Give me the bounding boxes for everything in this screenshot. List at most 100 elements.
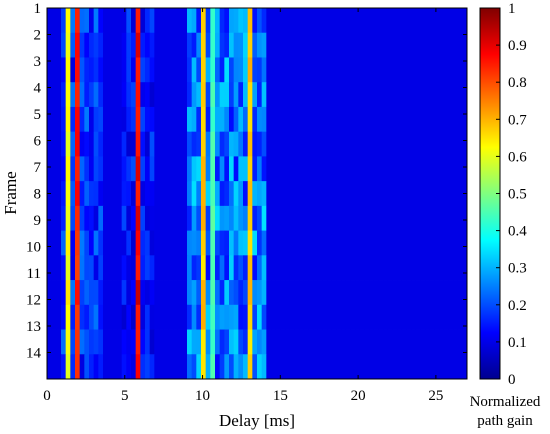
heatmap-cell xyxy=(79,57,85,83)
heatmap-cell xyxy=(163,181,169,207)
heatmap-cell xyxy=(103,354,109,380)
heatmap-cell xyxy=(205,181,211,207)
heatmap-cell xyxy=(75,57,81,83)
heatmap-cell xyxy=(336,280,342,306)
heatmap-cell xyxy=(140,230,146,256)
heatmap-cell xyxy=(201,304,207,330)
heatmap-cell xyxy=(355,230,361,256)
heatmap-cell xyxy=(177,156,183,182)
colorbar-tick-label: 0.4 xyxy=(508,224,527,240)
heatmap-cell xyxy=(462,205,468,231)
heatmap-cell xyxy=(159,255,165,281)
heatmap-cell xyxy=(387,156,393,182)
y-tick-label: 14 xyxy=(26,346,42,362)
colorbar-tick-label: 1 xyxy=(508,1,516,17)
heatmap-cell xyxy=(289,230,295,256)
heatmap-cell xyxy=(331,106,337,133)
heatmap-cell xyxy=(173,304,179,330)
heatmap-cell xyxy=(233,181,239,207)
heatmap-cell xyxy=(224,156,230,182)
heatmap-cell xyxy=(159,205,165,231)
heatmap-cell xyxy=(359,354,365,380)
heatmap-cell xyxy=(163,255,169,281)
heatmap-cell xyxy=(51,8,57,34)
heatmap-cell xyxy=(355,354,361,380)
heatmap-cell xyxy=(448,329,454,355)
heatmap-cell xyxy=(439,181,445,207)
heatmap-cell xyxy=(243,131,249,157)
heatmap-cell xyxy=(89,156,95,182)
heatmap-cell xyxy=(126,354,132,380)
heatmap-cell xyxy=(350,230,356,256)
heatmap-cell xyxy=(392,329,398,355)
heatmap-cell xyxy=(79,304,85,330)
heatmap-cell xyxy=(93,304,99,330)
heatmap-cell xyxy=(294,106,300,133)
heatmap-cell xyxy=(93,329,99,355)
heatmap-cell xyxy=(107,329,113,355)
heatmap-cell xyxy=(56,280,62,306)
heatmap-cell xyxy=(229,8,235,34)
heatmap-cell xyxy=(103,280,109,306)
heatmap-cell xyxy=(75,205,81,231)
heatmap-cell xyxy=(275,280,281,306)
heatmap-cell xyxy=(224,230,230,256)
heatmap-cell xyxy=(238,32,244,58)
heatmap-cell xyxy=(243,304,249,330)
heatmap-cell xyxy=(411,230,417,256)
heatmap-cell xyxy=(140,181,146,207)
heatmap-cell xyxy=(373,304,379,330)
heatmap-cell xyxy=(177,255,183,281)
heatmap-cell xyxy=(373,57,379,83)
heatmap-cell xyxy=(229,280,235,306)
heatmap-cell xyxy=(205,156,211,182)
heatmap-cell xyxy=(266,8,272,34)
heatmap-cell xyxy=(145,8,151,34)
heatmap-cell xyxy=(294,57,300,83)
heatmap-cell xyxy=(112,280,118,306)
heatmap-cell xyxy=(201,131,207,157)
heatmap-cell xyxy=(401,156,407,182)
heatmap-cell xyxy=(299,106,305,133)
heatmap-cell xyxy=(303,32,309,58)
heatmap-cell xyxy=(47,280,53,306)
heatmap-cell xyxy=(93,82,99,108)
heatmap-cell xyxy=(159,106,165,133)
heatmap-cell xyxy=(462,82,468,108)
heatmap-cell xyxy=(247,156,253,182)
y-tick-label: 10 xyxy=(26,240,41,256)
heatmap-cell xyxy=(448,8,454,34)
heatmap-cell xyxy=(401,329,407,355)
heatmap-cell xyxy=(191,181,197,207)
heatmap-cell xyxy=(182,255,188,281)
heatmap-cell xyxy=(93,181,99,207)
heatmap-cell xyxy=(453,32,459,58)
heatmap-cell xyxy=(98,280,104,306)
heatmap-cell xyxy=(89,205,95,231)
heatmap-cell xyxy=(336,8,342,34)
heatmap-cell xyxy=(303,131,309,157)
heatmap-cell xyxy=(345,131,351,157)
heatmap-cell xyxy=(75,8,81,34)
heatmap-cell xyxy=(313,280,319,306)
heatmap-cell xyxy=(224,82,230,108)
heatmap-cell xyxy=(247,106,253,133)
heatmap-cell xyxy=(135,304,141,330)
heatmap-cell xyxy=(359,280,365,306)
heatmap-cell xyxy=(415,329,421,355)
heatmap-cell xyxy=(191,230,197,256)
heatmap-cell xyxy=(317,131,323,157)
heatmap-cell xyxy=(383,280,389,306)
heatmap-cell xyxy=(47,354,53,380)
heatmap-cell xyxy=(285,106,291,133)
heatmap-cell xyxy=(266,205,272,231)
heatmap-cell xyxy=(191,205,197,231)
heatmap-cell xyxy=(439,131,445,157)
heatmap-cell xyxy=(345,304,351,330)
heatmap-cell xyxy=(215,57,221,83)
heatmap-cell xyxy=(70,354,76,380)
heatmap-cell xyxy=(196,131,202,157)
heatmap-cell xyxy=(308,354,314,380)
heatmap-cell xyxy=(56,329,62,355)
